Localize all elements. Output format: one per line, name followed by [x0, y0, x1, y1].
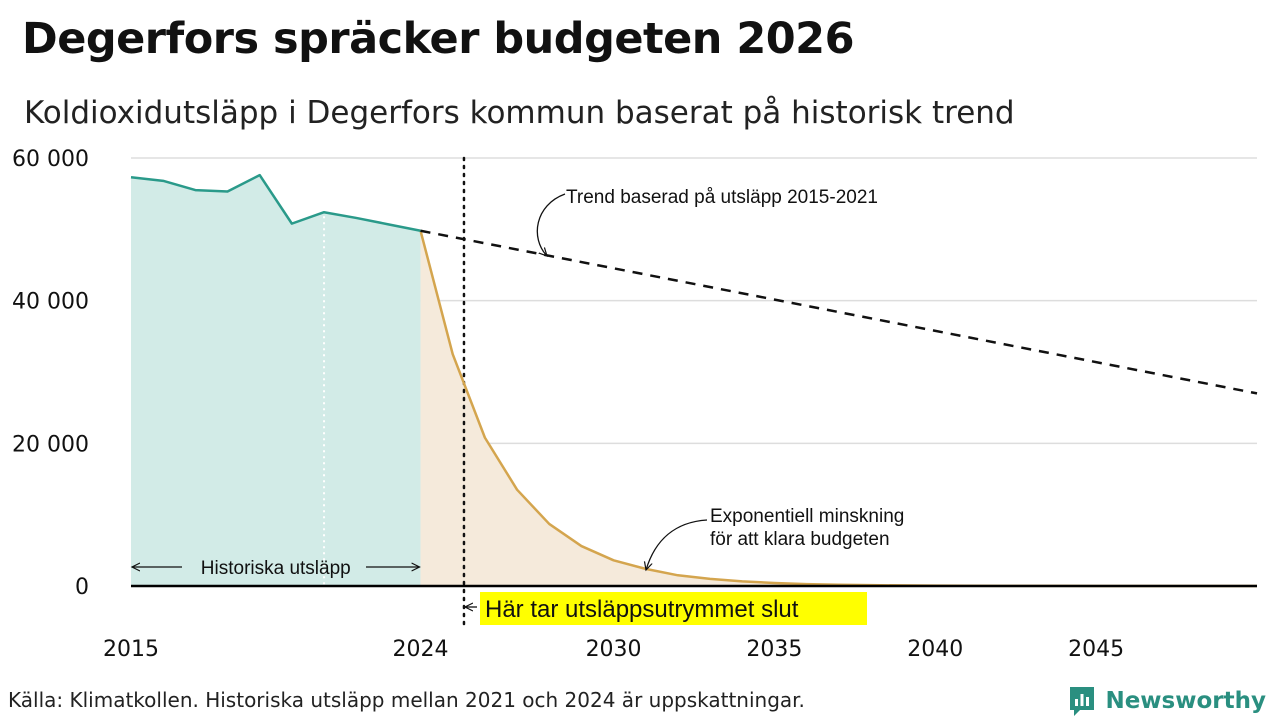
y-tick-label: 20 000	[12, 432, 89, 457]
trend-annotation: Trend baserad på utsläpp 2015-2021	[566, 187, 878, 208]
y-tick-label: 0	[75, 575, 89, 600]
marker-layer	[323, 156, 466, 626]
x-tick-label: 2040	[907, 637, 963, 662]
annotations: Trend baserad på utsläpp 2015-2021 Expone…	[132, 187, 904, 625]
exp-annotation-line2: för att klara budgeten	[710, 529, 890, 550]
brand-logo: Newsworthy	[1067, 684, 1266, 718]
budget-end-annotation: Här tar utsläppsutrymmet slut	[485, 596, 799, 623]
area-layer	[131, 175, 1257, 586]
exp-annotation-line1: Exponentiell minskning	[710, 506, 904, 527]
brand-name: Newsworthy	[1105, 688, 1266, 714]
budget-end-highlight	[480, 592, 867, 625]
emissions-chart: 0 20 000 40 000 60 000 2015 2024 2030 2035 2040 2…	[12, 147, 1258, 662]
historical-area	[131, 175, 421, 586]
y-tick-label: 40 000	[12, 290, 89, 315]
axes: 0 20 000 40 000 60 000 2015 2024 2030 2035 2040 2…	[12, 147, 1257, 662]
newsworthy-logo-icon	[1070, 687, 1095, 716]
historical-series-line	[130, 173, 421, 232]
x-tick-label: 2035	[746, 637, 802, 662]
x-tick-label: 2030	[586, 637, 642, 662]
y-tick-label: 60 000	[12, 147, 89, 172]
source-note: Källa: Klimatkollen. Historiska utsläpp …	[8, 688, 805, 712]
budget-area	[420, 230, 1257, 586]
trend-annotation-arrow	[536, 193, 566, 256]
x-tick-label: 2024	[393, 637, 449, 662]
x-tick-label: 2015	[103, 637, 159, 662]
trend-series-line	[420, 229, 1258, 395]
exp-annotation-arrow	[646, 519, 708, 570]
chart-subtitle: Koldioxidutsläpp i Degerfors kommun base…	[24, 95, 1015, 131]
x-tick-label: 2045	[1068, 637, 1124, 662]
historical-annotation: Historiska utsläpp	[201, 558, 351, 579]
chart-title: Degerfors spräcker budgeten 2026	[22, 14, 855, 64]
